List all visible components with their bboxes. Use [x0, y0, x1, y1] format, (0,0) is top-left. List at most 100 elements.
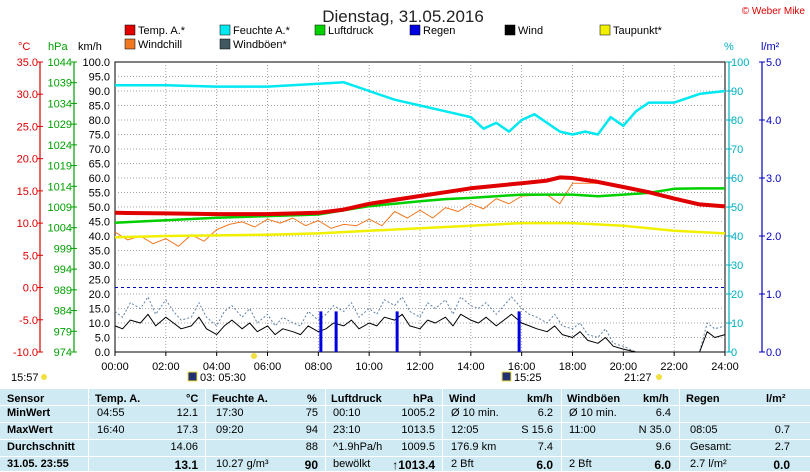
x-tick-label: 04:00 [203, 361, 231, 373]
pressure-tick-label: 1044 [48, 57, 72, 69]
summary-cell-temp-val: 12.1 [176, 407, 198, 419]
pressure-tick-label: 1029 [48, 119, 72, 131]
legend-swatch [504, 24, 516, 36]
summary-cell-label: MinWert [7, 407, 51, 419]
chart-title: Dienstag, 31.05.2016 [322, 7, 484, 26]
wind-tick-label: 5.0 [95, 333, 110, 345]
wind-tick-label: 70.0 [89, 144, 110, 156]
summary-cell-press-time: ^1.9hPa/h [333, 441, 383, 453]
summary-cell-label: Durchschnitt [7, 441, 75, 453]
x-tick-label: 16:00 [508, 361, 536, 373]
wind-tick-label: 95.0 [89, 72, 110, 84]
summary-cell-hum-val: 88 [305, 441, 318, 453]
temp-axis-unit: °C [18, 41, 30, 53]
moonset-label-icon [501, 371, 512, 382]
temp-tick-label: 10.0 [17, 218, 38, 230]
series-line-temp-a [114, 175, 726, 217]
x-tick-label: 12:00 [406, 361, 434, 373]
wind-tick-label: 15.0 [89, 304, 110, 316]
summary-cell-press-time: 23:10 [333, 424, 361, 436]
summary-cell-wind-val: 6.0 [536, 458, 553, 472]
sunrise-label: 15:57 [11, 372, 39, 384]
summary-cell-rain-desc: 08:05 [690, 424, 718, 436]
rain-tick-label: 5.0 [766, 57, 781, 69]
wind-tick-label: 65.0 [89, 159, 110, 171]
summary-table: Sensor Temp. A. °C Feuchte A. % Luftdruc… [0, 389, 810, 472]
temp-tick-label: 15.0 [17, 186, 38, 198]
summary-cell-temp-val: 17.3 [176, 424, 198, 436]
legend-label: Taupunkt* [613, 25, 663, 37]
summary-cell-label: 31.05. 23:55 [7, 458, 69, 470]
summary-cell-hum-time: 09:20 [216, 424, 244, 436]
summary-cell-gust-desc: Ø 10 min. [569, 407, 617, 419]
summary-cell-press-val: ↑1013.4 [392, 458, 435, 472]
wind-tick-label: 0.0 [95, 347, 110, 359]
header-rain-unit: l/m² [766, 393, 786, 405]
weather-chart: Dienstag, 31.05.2016 © Weber Mike °C hPa… [11, 6, 805, 384]
x-tick-label: 02:00 [152, 361, 180, 373]
header-temp: Temp. A. [95, 393, 141, 405]
humidity-tick-label: 60 [731, 173, 743, 185]
pressure-tick-label: 974 [54, 347, 72, 359]
summary-cell-wind-desc: Ø 10 min. [451, 407, 499, 419]
wind-axis-unit: km/h [78, 41, 102, 53]
summary-cell-wind-val: 6.2 [537, 407, 553, 419]
header-pressure: Luftdruck [331, 393, 382, 405]
header-temp-unit: °C [186, 393, 199, 405]
summary-cell-rain-val: 0.7 [774, 424, 790, 436]
legend-swatch [599, 24, 611, 36]
sunrise-sun-icon [41, 374, 47, 380]
legend-label: Temp. A.* [138, 25, 186, 37]
wind-tick-label: 10.0 [89, 318, 110, 330]
wind-tick-label: 75.0 [89, 130, 110, 142]
header-gust: Windböen [567, 393, 621, 405]
temp-tick-label: 30.0 [17, 89, 38, 101]
summary-cell-hum-time: 17:30 [216, 407, 244, 419]
sun-marker-icon [251, 353, 257, 359]
wind-tick-label: 55.0 [89, 188, 110, 200]
wind-tick-label: 20.0 [89, 289, 110, 301]
humidity-axis-unit: % [724, 41, 734, 53]
summary-cell-press-val: 1005.2 [401, 407, 435, 419]
legend-label: Wind [518, 25, 543, 37]
wind-tick-label: 100.0 [82, 57, 110, 69]
summary-cell-temp-time: 04:55 [97, 407, 125, 419]
temp-tick-label: -10.0 [13, 347, 38, 359]
humidity-tick-label: 0 [731, 347, 737, 359]
pressure-tick-label: 1004 [48, 223, 72, 235]
moonrise-label-icon [187, 371, 198, 382]
legend-label: Windchill [138, 39, 182, 51]
temp-tick-label: 25.0 [17, 121, 38, 133]
temp-tick-label: -5.0 [19, 315, 38, 327]
legend-label: Windböen* [233, 39, 288, 51]
summary-cell-wind-desc: 2 Bft [451, 458, 474, 470]
summary-cell-gust-val: 6.0 [654, 458, 671, 472]
summary-cell-temp-val: 13.1 [174, 458, 198, 472]
x-tick-label: 18:00 [559, 361, 587, 373]
sunset-sun-icon [656, 374, 662, 380]
chart-series [114, 81, 726, 353]
moonrise-label: 03: 05:30 [200, 372, 246, 384]
sunset-label: 21:27 [624, 372, 652, 384]
summary-cell-hum-time: 10.27 g/m³ [216, 458, 269, 470]
rain-bar [334, 311, 338, 352]
summary-cell-press-time: bewölkt [333, 458, 371, 470]
summary-cell-temp-time: 16:40 [97, 424, 125, 436]
summary-cell-wind-desc: 176.9 km [451, 441, 497, 453]
rain-bar [517, 311, 521, 352]
x-tick-label: 10:00 [355, 361, 383, 373]
x-tick-label: 14:00 [457, 361, 485, 373]
header-humidity: Feuchte A. [212, 393, 268, 405]
rain-tick-label: 1.0 [766, 289, 781, 301]
summary-cell-wind-val: 7.4 [537, 441, 553, 453]
rain-tick-label: 0.0 [766, 347, 781, 359]
series-line-feuchte-a [115, 81, 726, 136]
temp-tick-label: 0.0 [23, 283, 38, 295]
humidity-tick-label: 50 [731, 202, 743, 214]
rain-tick-label: 3.0 [766, 173, 781, 185]
summary-cell-press-val: 1009.5 [401, 441, 435, 453]
humidity-tick-label: 10 [731, 318, 743, 330]
moonset-label: 15:25 [514, 372, 542, 384]
humidity-tick-label: 40 [731, 231, 743, 243]
humidity-tick-label: 90 [731, 86, 743, 98]
